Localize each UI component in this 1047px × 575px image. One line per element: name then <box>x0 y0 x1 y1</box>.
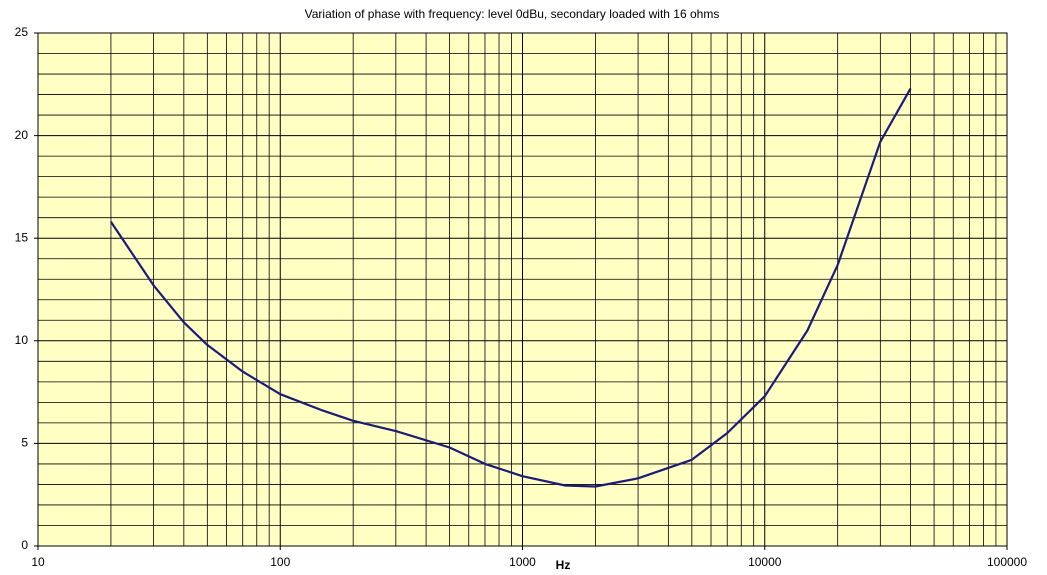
y-tick-label: 20 <box>15 128 29 142</box>
y-tick-label: 0 <box>21 538 28 552</box>
y-tick-label: 10 <box>15 333 29 347</box>
x-tick-label: 10 <box>31 555 45 569</box>
x-axis-label: Hz <box>556 558 571 572</box>
y-tick-label: 5 <box>21 436 28 450</box>
x-tick-label: 10000 <box>748 555 782 569</box>
y-tick-label: 25 <box>15 25 29 39</box>
x-tick-label: 100000 <box>987 555 1027 569</box>
data-line <box>109 87 912 488</box>
plot-border <box>37 32 1008 547</box>
y-tick-label: 15 <box>15 230 29 244</box>
x-tick-label: 100 <box>270 555 290 569</box>
chart-title: Variation of phase with frequency: level… <box>305 7 720 21</box>
x-tick-label: 1000 <box>509 555 536 569</box>
